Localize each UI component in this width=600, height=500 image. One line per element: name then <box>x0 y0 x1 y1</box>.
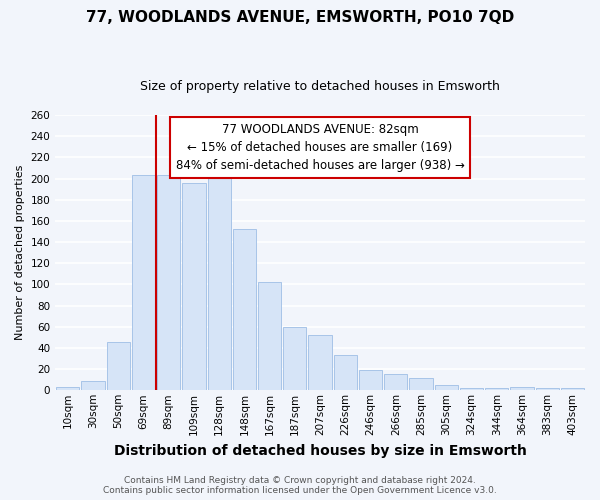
Bar <box>409 378 433 390</box>
Bar <box>308 335 332 390</box>
Bar <box>157 176 181 390</box>
Bar <box>283 326 307 390</box>
Bar <box>233 230 256 390</box>
Bar <box>536 388 559 390</box>
Text: 77, WOODLANDS AVENUE, EMSWORTH, PO10 7QD: 77, WOODLANDS AVENUE, EMSWORTH, PO10 7QD <box>86 10 514 25</box>
Text: Contains HM Land Registry data © Crown copyright and database right 2024.
Contai: Contains HM Land Registry data © Crown c… <box>103 476 497 495</box>
Bar <box>208 174 231 390</box>
Bar <box>334 356 357 390</box>
Bar <box>359 370 382 390</box>
Bar <box>511 387 533 390</box>
Bar <box>258 282 281 391</box>
Bar <box>460 388 483 390</box>
Bar <box>561 388 584 390</box>
Bar <box>107 342 130 390</box>
X-axis label: Distribution of detached houses by size in Emsworth: Distribution of detached houses by size … <box>113 444 527 458</box>
Bar <box>82 380 104 390</box>
Title: Size of property relative to detached houses in Emsworth: Size of property relative to detached ho… <box>140 80 500 93</box>
Bar <box>434 385 458 390</box>
Bar <box>485 388 508 390</box>
Text: 77 WOODLANDS AVENUE: 82sqm
← 15% of detached houses are smaller (169)
84% of sem: 77 WOODLANDS AVENUE: 82sqm ← 15% of deta… <box>176 124 464 172</box>
Bar <box>384 374 407 390</box>
Y-axis label: Number of detached properties: Number of detached properties <box>15 165 25 340</box>
Bar <box>182 183 206 390</box>
Bar <box>56 387 79 390</box>
Bar <box>132 176 155 390</box>
